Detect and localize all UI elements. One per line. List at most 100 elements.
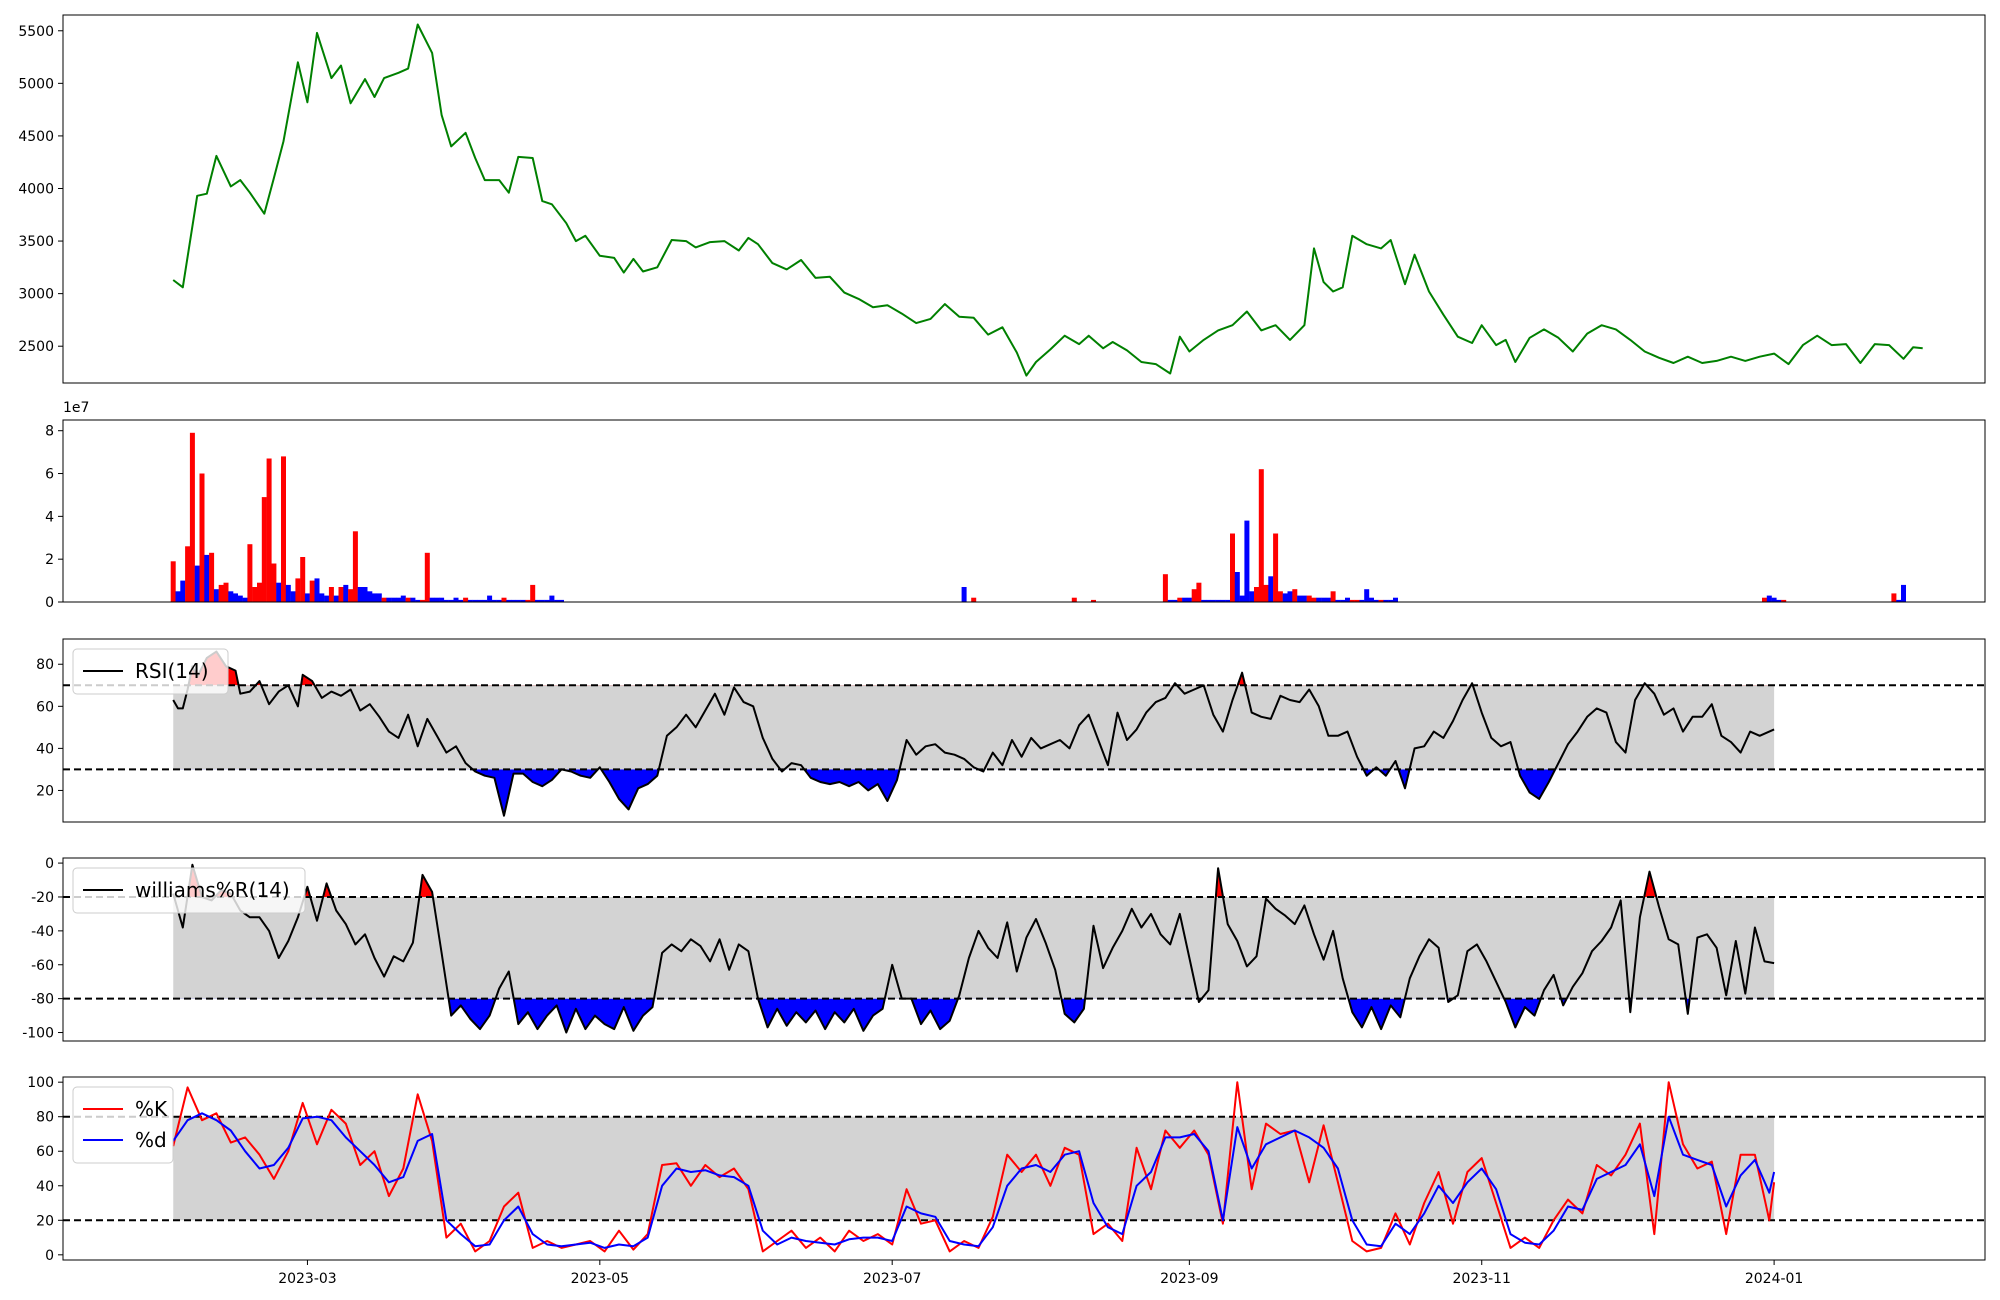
williams-legend-label: williams%R(14) — [135, 878, 290, 902]
volume-bar — [400, 595, 406, 602]
volume-bar — [1220, 599, 1226, 602]
volume-bar — [189, 432, 195, 602]
volume-bar — [515, 599, 521, 602]
volume-bar — [463, 597, 469, 602]
volume-bar — [285, 584, 291, 602]
x-tick-label: 2023-11 — [1452, 1271, 1511, 1287]
volume-offset-label: 1e7 — [63, 400, 89, 416]
volume-bar — [448, 599, 454, 602]
volume-bar — [1771, 597, 1777, 602]
volume-bar — [252, 587, 258, 602]
volume-bar — [304, 593, 310, 602]
volume-bar — [1297, 595, 1303, 602]
volume-bar — [453, 597, 459, 602]
volume-bar — [343, 584, 349, 602]
stochastic-band-fill — [173, 1116, 1775, 1221]
price-y-tick-label: 4500 — [18, 129, 54, 145]
volume-bar — [1239, 595, 1245, 602]
volume-bar — [319, 593, 325, 602]
williams-r-panel: -100 -80 -60 -40 -20 0 williams%R(14) — [22, 856, 1986, 1042]
volume-bar — [357, 587, 363, 602]
volume-bar — [242, 597, 248, 602]
volume-bar — [971, 597, 977, 602]
stochastic-panel: 0 20 40 60 80 100 %K %d — [27, 1075, 1986, 1264]
volume-bar — [405, 597, 411, 602]
stochastic-series-line--d — [172, 1112, 1776, 1249]
volume-bar — [511, 599, 516, 602]
rsi-panel: 20 40 60 80 RSI(14) — [36, 638, 1986, 823]
volume-bar — [1891, 593, 1897, 602]
rsi-series-line-rsi-14- — [172, 650, 1775, 817]
volume-bar — [477, 599, 483, 602]
volume-bar — [175, 591, 181, 602]
volume-bar — [501, 597, 507, 602]
volume-bar — [261, 497, 267, 602]
volume-bar — [396, 597, 401, 602]
volume-bar — [1354, 599, 1360, 602]
price-line — [172, 23, 1923, 377]
price-y-tick-label: 2500 — [18, 339, 54, 355]
volume-bar — [328, 587, 334, 602]
volume-bar — [247, 544, 253, 602]
volume-bar — [271, 563, 277, 602]
volume-bar — [1273, 533, 1279, 602]
volume-bar — [276, 582, 282, 602]
williams-y-tick-label: -60 — [31, 958, 54, 974]
rsi-y-tick-label: 80 — [36, 657, 54, 673]
volume-bar — [429, 597, 435, 602]
williams-oversold-fill — [173, 998, 1775, 1033]
volume-bar — [1345, 597, 1350, 602]
volume-bar — [1364, 589, 1370, 602]
volume-bar — [237, 595, 243, 602]
volume-bar — [1306, 595, 1312, 602]
volume-bar — [1282, 593, 1288, 602]
volume-bar — [1378, 599, 1384, 602]
rsi-y-tick-label: 60 — [36, 699, 54, 715]
volume-bar — [1349, 599, 1355, 602]
williams-band-fill — [173, 896, 1775, 999]
stochastic-legend-label: %d — [135, 1128, 167, 1152]
stochastic-y-tick-label: 20 — [36, 1213, 54, 1229]
volume-bar — [544, 599, 550, 602]
stochastic-y-tick-label: 60 — [36, 1144, 54, 1160]
volume-bar — [1167, 599, 1173, 602]
volume-bar — [290, 591, 296, 602]
volume-bar — [1210, 599, 1216, 602]
volume-bar — [180, 580, 186, 602]
volume-bar — [309, 580, 315, 602]
volume-bar — [554, 599, 560, 602]
x-axis: 2023-03 2023-05 2023-07 2023-09 2023-11 2024-… — [278, 1260, 1803, 1287]
volume-bar — [1301, 595, 1307, 602]
volume-bar — [352, 531, 358, 602]
volume-bar — [1369, 597, 1374, 602]
volume-bar — [535, 599, 540, 602]
volume-bar — [506, 599, 512, 602]
volume-bar — [1258, 469, 1264, 602]
volume-bar — [300, 557, 306, 602]
x-tick-label: 2023-07 — [863, 1271, 922, 1287]
volume-bar — [1191, 589, 1197, 602]
volume-bar — [1388, 599, 1394, 602]
volume-bar — [1766, 595, 1772, 602]
volume-bar — [424, 552, 430, 602]
stochastic-series-line--k — [172, 1081, 1776, 1253]
volume-axes-frame — [62, 419, 1986, 603]
volume-panel: 0 2 4 6 8 1e7 — [45, 400, 1986, 611]
volume-bar — [482, 599, 488, 602]
volume-bar — [559, 599, 564, 602]
volume-bar — [487, 595, 493, 602]
volume-bar — [549, 595, 555, 602]
volume-bar — [1896, 599, 1902, 602]
volume-bar — [1234, 572, 1240, 602]
price-y-tick-label: 3000 — [18, 287, 54, 303]
volume-bar — [266, 458, 272, 602]
volume-bar — [1776, 599, 1782, 602]
williams-y-tick-label: -80 — [31, 992, 54, 1008]
volume-bar — [1359, 599, 1365, 602]
stochastic-y-tick-label: 80 — [36, 1110, 54, 1126]
volume-bar — [1254, 587, 1259, 602]
volume-bar — [1263, 584, 1269, 602]
volume-bar — [1762, 597, 1767, 602]
volume-bar — [348, 589, 354, 602]
